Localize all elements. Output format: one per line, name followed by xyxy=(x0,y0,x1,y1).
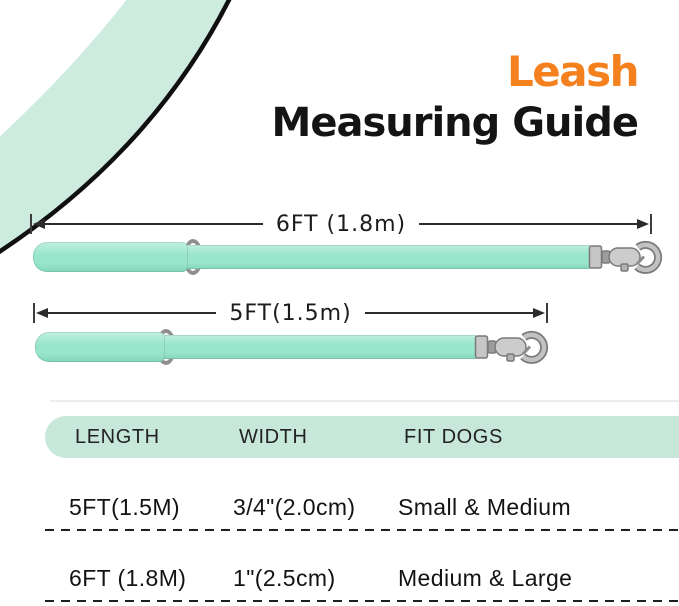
header-cell-width: WIDTH xyxy=(239,425,308,448)
page-title: Leash Measuring Guide xyxy=(271,47,640,146)
dimension-end-tick xyxy=(650,214,652,234)
cell-width: 3/4"(2.0cm) xyxy=(233,494,356,520)
title-accent: Leash xyxy=(507,47,640,96)
dimension-end-tick xyxy=(546,303,549,323)
snap-hook-icon xyxy=(474,330,549,364)
snap-hook-icon xyxy=(588,240,663,274)
table-row-6ft: 6FT (1.8M) 1"(2.5cm) Medium & Large xyxy=(45,565,679,592)
dimension-line-segment xyxy=(48,312,217,314)
title-main: Measuring Guide xyxy=(271,100,639,146)
cell-fit-dogs: Small & Medium xyxy=(398,494,572,520)
leash-handle xyxy=(35,332,165,362)
row-divider xyxy=(45,600,679,602)
cell-fit-dogs: Medium & Large xyxy=(398,565,573,591)
dimension-line-segment xyxy=(45,223,263,225)
dimension-label-6ft: 6FT (1.8m) xyxy=(275,211,407,237)
mint-arc-band xyxy=(0,0,229,252)
cell-width: 1"(2.5cm) xyxy=(233,565,336,591)
size-table-header: LENGTH WIDTH FIT DOGS xyxy=(45,416,679,458)
arrow-right-icon xyxy=(637,219,649,229)
dimension-line-segment xyxy=(419,223,637,225)
table-top-divider xyxy=(50,400,679,402)
dimension-end-tick xyxy=(33,303,35,323)
dimension-line-5ft: 5FT(1.5m) xyxy=(33,300,549,326)
leash-handle xyxy=(33,242,188,272)
cell-length: 5FT(1.5M) xyxy=(69,494,180,520)
header-cell-length: LENGTH xyxy=(75,425,160,448)
arrow-right-icon xyxy=(533,308,546,318)
dimension-end-tick xyxy=(30,214,32,234)
arrow-left-icon xyxy=(36,308,48,318)
table-row-5ft: 5FT(1.5M) 3/4"(2.0cm) Small & Medium xyxy=(45,494,679,521)
dimension-line-6ft: 6FT (1.8m) xyxy=(30,211,652,237)
row-divider xyxy=(45,529,679,531)
arrow-left-icon xyxy=(33,219,45,229)
cell-length: 6FT (1.8M) xyxy=(69,565,187,591)
dimension-label-5ft: 5FT(1.5m) xyxy=(229,300,352,326)
header-cell-fit-dogs: FIT DOGS xyxy=(404,425,503,448)
dimension-line-segment xyxy=(364,312,534,314)
